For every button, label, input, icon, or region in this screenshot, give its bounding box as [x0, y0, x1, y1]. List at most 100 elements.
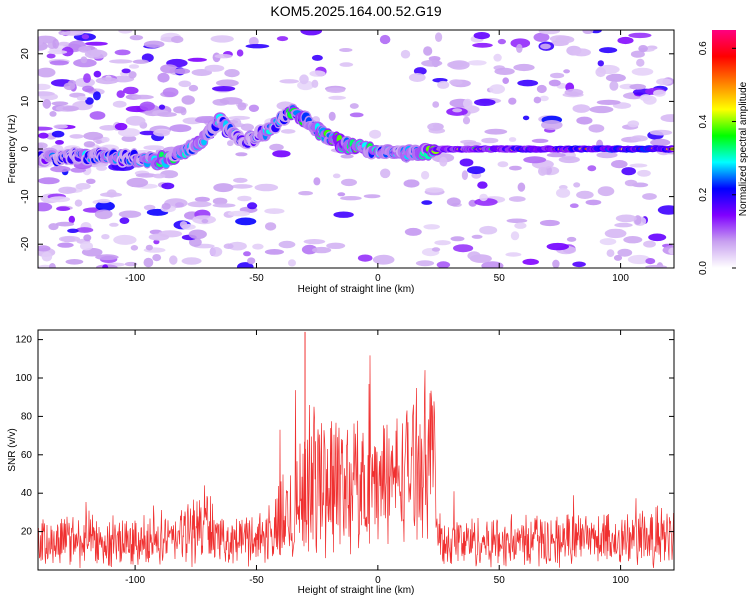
spectral-speckle — [191, 69, 212, 76]
spectral-speckle — [224, 69, 240, 78]
spectral-speckle — [81, 34, 90, 40]
spectral-speckle — [38, 67, 56, 78]
spectral-speckle — [623, 236, 643, 244]
spectral-speckle — [114, 122, 128, 131]
spectral-speckle — [278, 240, 296, 249]
spectral-speckle — [38, 177, 60, 185]
spectral-speckle — [629, 163, 648, 168]
spectral-speckle — [573, 182, 581, 188]
spectral-speckle — [372, 254, 395, 265]
spectral-speckle — [604, 228, 627, 239]
spectral-speckle — [212, 203, 236, 208]
spectral-speckle — [447, 61, 464, 69]
spectral-speckle — [233, 177, 248, 183]
spectral-speckle — [439, 156, 448, 167]
spectral-speckle — [280, 129, 296, 134]
spectral-speckle — [210, 35, 234, 43]
spectral-speckle — [112, 100, 127, 108]
spectral-speckle — [617, 36, 634, 45]
spectral-speckle — [615, 214, 637, 223]
spectral-speckle — [636, 58, 645, 67]
spectral-speckle — [548, 79, 561, 87]
spectral-speckle — [645, 264, 667, 268]
spectral-speckle — [505, 252, 522, 257]
spectral-speckle — [95, 201, 115, 212]
spectral-speckle — [128, 64, 140, 69]
spectral-speckle — [145, 244, 153, 251]
spectral-speckle — [298, 191, 313, 196]
spectral-speckle — [95, 139, 102, 144]
spectral-speckle — [106, 189, 117, 198]
spectral-speckle — [157, 72, 170, 83]
spectral-speckle — [194, 196, 210, 203]
spectral-speckle — [474, 198, 498, 206]
spectral-speckle — [219, 97, 243, 105]
snr-x-tick-label: -100 — [125, 575, 145, 586]
snr-x-tick-label: 0 — [375, 575, 381, 586]
snr-frame — [37, 329, 675, 571]
spectral-speckle — [143, 40, 165, 48]
spectral-speckle — [243, 251, 251, 257]
spectral-speckle — [47, 50, 68, 55]
spectrogram-x-tick-label: 100 — [612, 273, 629, 284]
spectral-speckle — [538, 30, 560, 35]
spectral-speckle — [179, 221, 188, 228]
spectral-speckle — [49, 111, 57, 117]
spectral-speckle — [126, 177, 149, 188]
spectral-speckle — [628, 32, 652, 39]
spectral-speckle — [235, 217, 257, 226]
colorbar-tick-label: 0.0 — [698, 261, 709, 275]
spectral-speckle — [60, 31, 84, 36]
spectral-speckle — [550, 72, 565, 79]
spectral-speckle — [638, 45, 648, 53]
spectral-speckle — [265, 222, 277, 231]
spectral-speckle — [467, 166, 486, 175]
spectral-speckle — [522, 115, 530, 121]
snr-y-tick-label: 100 — [15, 373, 32, 384]
spectral-speckle — [153, 129, 170, 137]
spectral-speckle — [41, 251, 53, 262]
spectral-speckle — [187, 201, 212, 208]
spectral-speckle — [227, 140, 234, 147]
spectral-speckle — [143, 204, 156, 211]
spectral-speckle — [157, 112, 177, 117]
spectral-speckle — [50, 165, 71, 173]
spectral-speckle — [558, 156, 580, 164]
spectral-speckle — [212, 86, 236, 92]
spectral-speckle — [53, 124, 68, 129]
spectral-speckle — [363, 194, 381, 199]
spectral-speckle — [431, 247, 441, 252]
spectral-speckle — [93, 70, 102, 78]
spectrogram-y-label: Frequency (Hz) — [7, 115, 18, 184]
spectral-speckle — [38, 132, 49, 139]
spectral-speckle — [160, 64, 178, 74]
snr-x-tick-label: -50 — [249, 575, 264, 586]
spectral-speckle — [484, 128, 508, 135]
spectral-speckle — [85, 97, 94, 105]
spectral-speckle — [508, 196, 526, 202]
spectral-speckle — [437, 80, 450, 89]
spectral-speckle — [614, 222, 633, 228]
spectral-speckle — [75, 183, 91, 190]
spectral-speckle — [446, 197, 461, 207]
spectrogram-y-tick-label: 20 — [20, 48, 31, 60]
spectral-speckle — [101, 234, 110, 240]
spectral-speckle — [605, 73, 626, 82]
spectral-speckle — [313, 177, 321, 186]
spectral-speckle — [101, 136, 110, 143]
spectral-speckle — [517, 182, 526, 192]
spectral-speckle — [546, 152, 566, 158]
snr-x-tick-label: 50 — [494, 575, 506, 586]
spectral-speckle — [80, 56, 88, 64]
spectral-speckle — [585, 199, 602, 206]
spectral-speckle — [582, 30, 594, 34]
spectral-speckle — [276, 36, 289, 42]
spectral-speckle — [517, 79, 539, 87]
spectral-speckle — [461, 170, 468, 181]
spectral-speckle — [169, 255, 178, 265]
colorbar-tick-label: 0.4 — [698, 114, 709, 128]
spectral-speckle — [471, 234, 483, 239]
spectral-speckle — [357, 254, 373, 262]
spectral-speckle — [462, 116, 471, 125]
